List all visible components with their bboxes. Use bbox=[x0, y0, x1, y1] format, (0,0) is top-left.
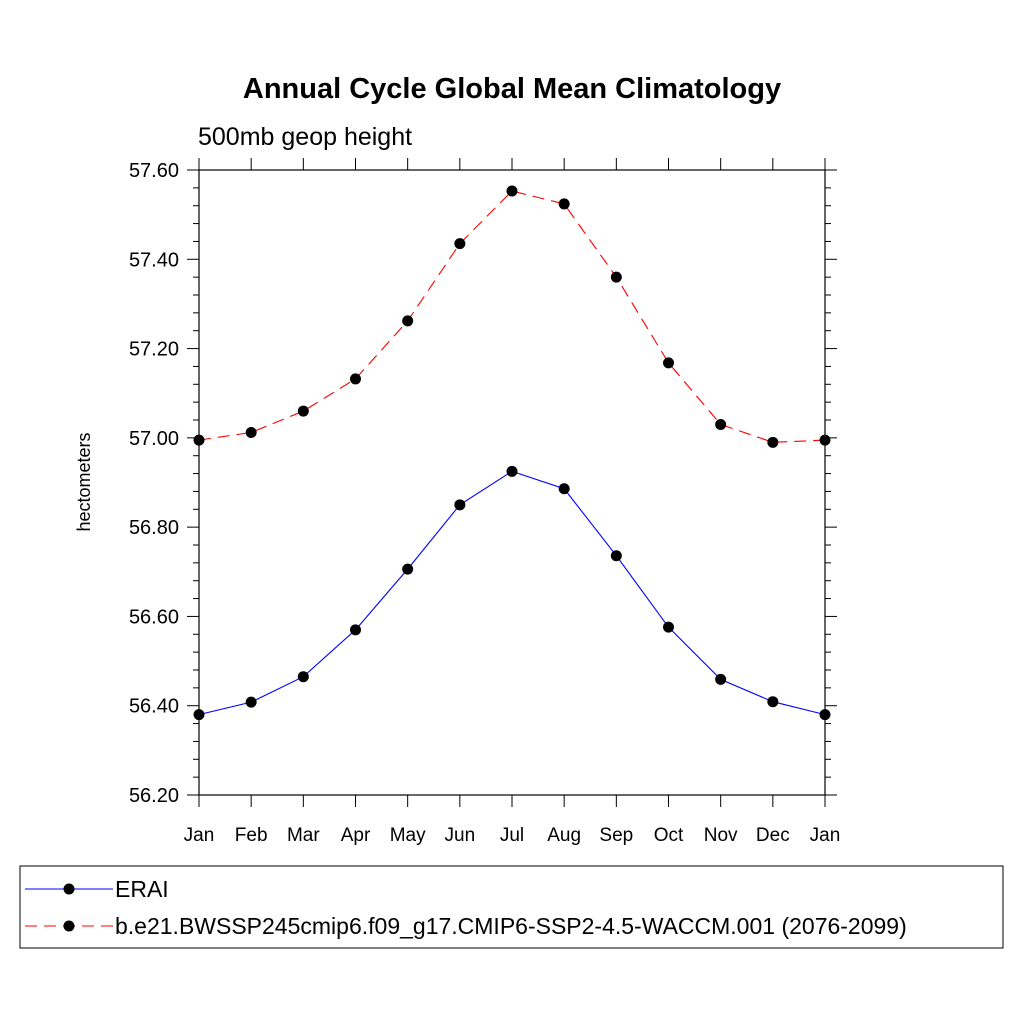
data-point bbox=[715, 418, 727, 430]
data-point bbox=[245, 696, 257, 708]
data-point bbox=[506, 465, 518, 477]
plot-frame bbox=[198, 169, 826, 796]
x-tick-label: Jan bbox=[810, 825, 841, 846]
series-line bbox=[198, 190, 826, 443]
data-point bbox=[193, 709, 205, 721]
x-tick-label: Mar bbox=[287, 825, 320, 846]
legend-label: b.e21.BWSSP245cmip6.f09_g17.CMIP6-SSP2-4… bbox=[115, 913, 907, 939]
x-tick-label: Feb bbox=[235, 825, 268, 846]
x-tick-labels: Jan Feb Mar Apr May Jun Jul Aug Sep Oct Nov Dec Jan bbox=[184, 825, 841, 846]
legend-box bbox=[19, 865, 1004, 949]
data-point bbox=[454, 238, 466, 250]
x-tick-label: Jul bbox=[500, 825, 524, 846]
x-tick-label: May bbox=[390, 825, 426, 846]
legend-marker bbox=[63, 883, 75, 895]
x-tick-label: Dec bbox=[756, 825, 790, 846]
chart-title: Annual Cycle Global Mean Climatology bbox=[243, 73, 781, 105]
y-tick-label: 57.60 bbox=[129, 160, 179, 182]
data-point bbox=[193, 434, 205, 446]
data-point bbox=[767, 436, 779, 448]
data-point bbox=[402, 315, 414, 327]
x-tick-label: Aug bbox=[547, 825, 581, 846]
data-point bbox=[297, 405, 309, 417]
data-point bbox=[350, 373, 361, 385]
data-point bbox=[819, 434, 831, 446]
y-axis-label: hectometers bbox=[74, 432, 94, 531]
y-tick-labels: 56.20 56.40 56.60 56.80 57.00 57.20 57.40 57.60 bbox=[129, 160, 179, 807]
y-tick-label: 57.40 bbox=[129, 249, 179, 271]
axis-ticks bbox=[187, 158, 837, 807]
data-point bbox=[454, 499, 466, 511]
data-point bbox=[767, 696, 779, 708]
series-1 bbox=[193, 465, 831, 721]
y-tick-label: 57.20 bbox=[129, 339, 179, 361]
x-tick-label: Nov bbox=[704, 825, 738, 846]
x-tick-label: Oct bbox=[654, 825, 684, 846]
data-point bbox=[506, 185, 518, 197]
legend-label: ERAI bbox=[115, 876, 169, 902]
data-point bbox=[558, 198, 570, 210]
x-tick-label: Sep bbox=[599, 825, 633, 846]
data-point bbox=[297, 671, 309, 683]
legend: ERAI b.e21.BWSSP245cmip6.f09_g17.CMIP6-SS… bbox=[25, 876, 907, 939]
series-line bbox=[198, 470, 826, 716]
data-point bbox=[663, 621, 674, 633]
y-tick-label: 56.60 bbox=[129, 606, 179, 628]
x-tick-label: Jun bbox=[445, 825, 476, 846]
series-2 bbox=[193, 185, 831, 448]
data-point bbox=[245, 427, 257, 438]
data-point bbox=[350, 624, 361, 636]
data-point bbox=[819, 709, 831, 721]
chart-subtitle: 500mb geop height bbox=[198, 123, 412, 151]
y-tick-label: 57.00 bbox=[129, 428, 179, 450]
x-tick-label: Apr bbox=[341, 825, 371, 846]
data-point bbox=[715, 673, 727, 685]
data-point bbox=[558, 483, 570, 495]
x-tick-label: Jan bbox=[184, 825, 215, 846]
y-tick-label: 56.20 bbox=[129, 785, 179, 807]
data-point bbox=[663, 357, 674, 369]
data-point bbox=[610, 271, 622, 283]
y-tick-label: 56.40 bbox=[129, 696, 179, 718]
data-point bbox=[610, 550, 622, 562]
legend-marker bbox=[63, 920, 75, 932]
y-tick-label: 56.80 bbox=[129, 517, 179, 539]
data-point bbox=[402, 563, 414, 575]
series-layer bbox=[193, 185, 831, 721]
